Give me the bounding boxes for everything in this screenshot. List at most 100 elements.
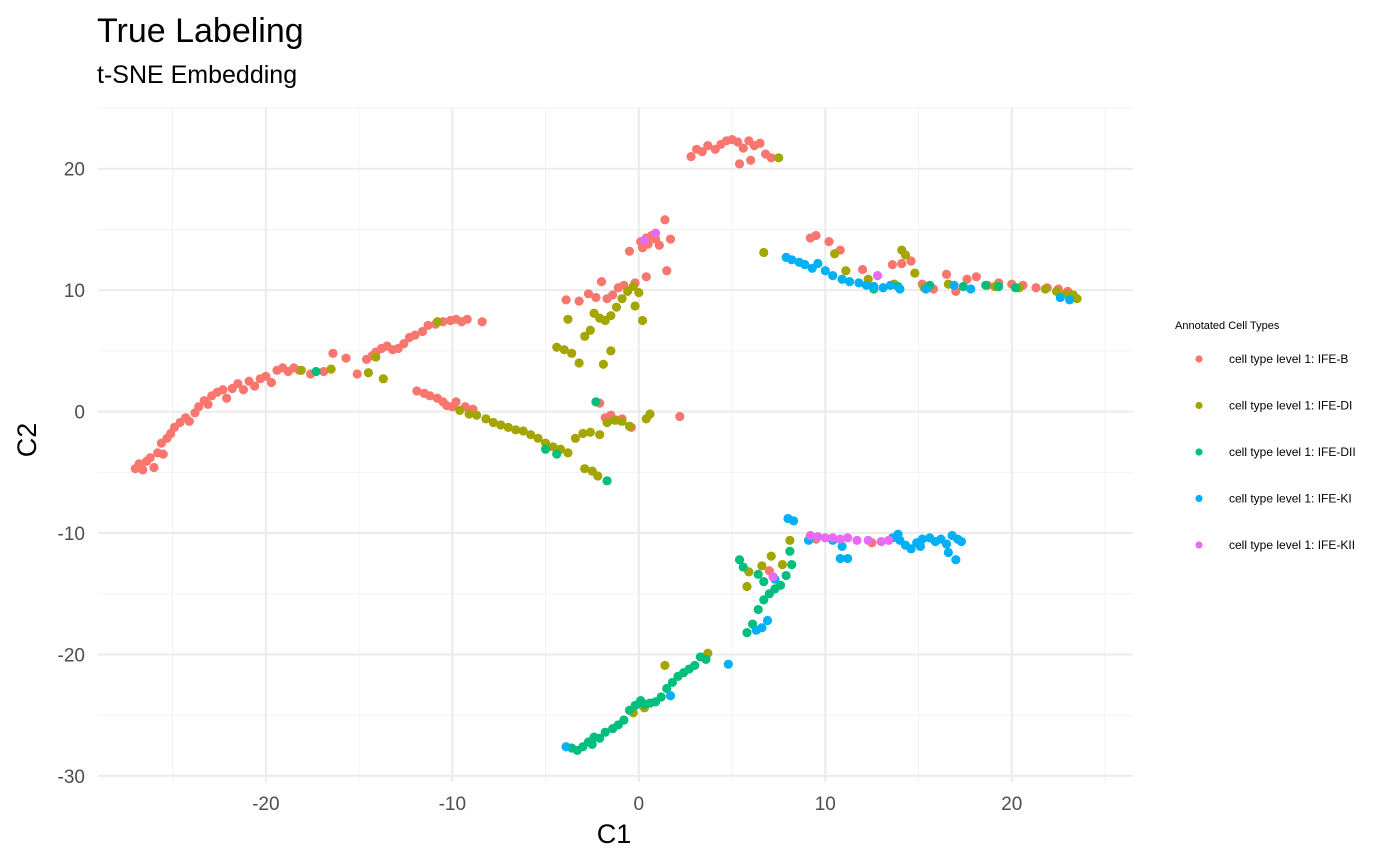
data-point <box>540 444 551 454</box>
data-point <box>878 283 888 293</box>
x-tick-label: 10 <box>815 794 836 815</box>
data-point <box>496 420 506 430</box>
chart-title: True Labeling <box>97 12 304 50</box>
data-point <box>580 464 590 474</box>
data-point <box>742 581 752 592</box>
data-point <box>650 228 661 238</box>
data-point <box>951 555 961 565</box>
data-point <box>854 278 864 288</box>
data-point <box>1055 292 1065 303</box>
data-point <box>158 449 168 459</box>
data-point <box>1040 284 1050 294</box>
data-point <box>852 535 862 545</box>
data-point <box>837 274 847 284</box>
data-point <box>425 391 435 401</box>
x-tick-label: 0 <box>634 794 645 815</box>
data-point <box>800 260 810 270</box>
data-point <box>820 533 830 543</box>
data-point <box>941 269 952 279</box>
data-point <box>596 277 607 287</box>
data-point <box>835 553 845 564</box>
series-1 <box>130 134 1073 576</box>
data-point <box>548 442 558 452</box>
data-point <box>835 534 845 544</box>
data-point <box>966 284 976 294</box>
data-point <box>895 284 905 294</box>
grid <box>98 107 1133 782</box>
data-point <box>885 280 896 290</box>
data-point <box>423 320 433 330</box>
data-point <box>194 402 204 412</box>
data-point <box>660 215 670 225</box>
data-point <box>587 739 597 749</box>
data-point <box>222 393 232 403</box>
data-point <box>910 268 920 278</box>
data-point <box>755 138 765 148</box>
data-point <box>701 654 711 664</box>
data-point <box>675 411 685 422</box>
data-point <box>958 281 968 292</box>
data-point <box>738 143 748 153</box>
data-point <box>203 399 213 409</box>
data-point <box>857 264 868 275</box>
data-point <box>686 151 696 162</box>
series-4 <box>561 252 1075 752</box>
data-point <box>665 234 676 244</box>
data-point <box>843 533 853 543</box>
data-point <box>777 560 788 570</box>
data-point <box>667 677 677 688</box>
data-point <box>787 255 797 265</box>
data-point <box>757 623 767 633</box>
y-tick-label: 20 <box>64 160 85 181</box>
data-point <box>915 541 926 552</box>
data-point <box>328 348 338 358</box>
legend-key <box>1195 401 1203 410</box>
data-point <box>630 301 640 311</box>
data-point <box>703 141 713 151</box>
data-point <box>766 153 776 163</box>
data-point <box>869 281 879 292</box>
data-point <box>218 385 228 395</box>
data-point <box>662 683 672 694</box>
legend-key <box>1195 541 1203 549</box>
data-point <box>296 365 306 375</box>
data-point <box>563 448 573 458</box>
y-axis-title: C2 <box>12 423 42 458</box>
data-point <box>690 660 700 671</box>
data-point <box>412 386 422 396</box>
data-point <box>526 430 536 440</box>
data-point <box>595 430 605 440</box>
data-point <box>417 326 428 337</box>
data-point <box>843 553 853 564</box>
data-point <box>326 364 336 374</box>
data-point <box>733 137 743 147</box>
data-point <box>887 260 898 270</box>
data-point <box>753 604 763 615</box>
x-tick-label: -20 <box>252 794 279 815</box>
data-point <box>250 381 260 391</box>
data-point <box>462 314 472 324</box>
data-point <box>921 284 931 294</box>
data-point <box>552 342 562 352</box>
data-point <box>600 727 610 737</box>
data-point <box>585 427 595 437</box>
data-point <box>844 277 855 287</box>
data-point <box>563 314 573 324</box>
series-5 <box>639 228 894 582</box>
series-2 <box>296 153 1082 718</box>
legend-label: cell type level 1: IFE-KI <box>1229 492 1352 506</box>
series-3 <box>311 280 1021 756</box>
data-point <box>580 331 590 341</box>
data-point <box>477 317 487 327</box>
data-point <box>455 405 465 415</box>
data-point <box>994 281 1004 292</box>
data-point <box>813 258 823 269</box>
data-point <box>266 377 277 388</box>
x-tick-label: 20 <box>1001 794 1022 815</box>
data-point <box>617 416 627 426</box>
data-point <box>734 159 745 169</box>
data-point <box>561 742 571 752</box>
data-point <box>738 562 748 572</box>
data-point <box>841 266 851 276</box>
